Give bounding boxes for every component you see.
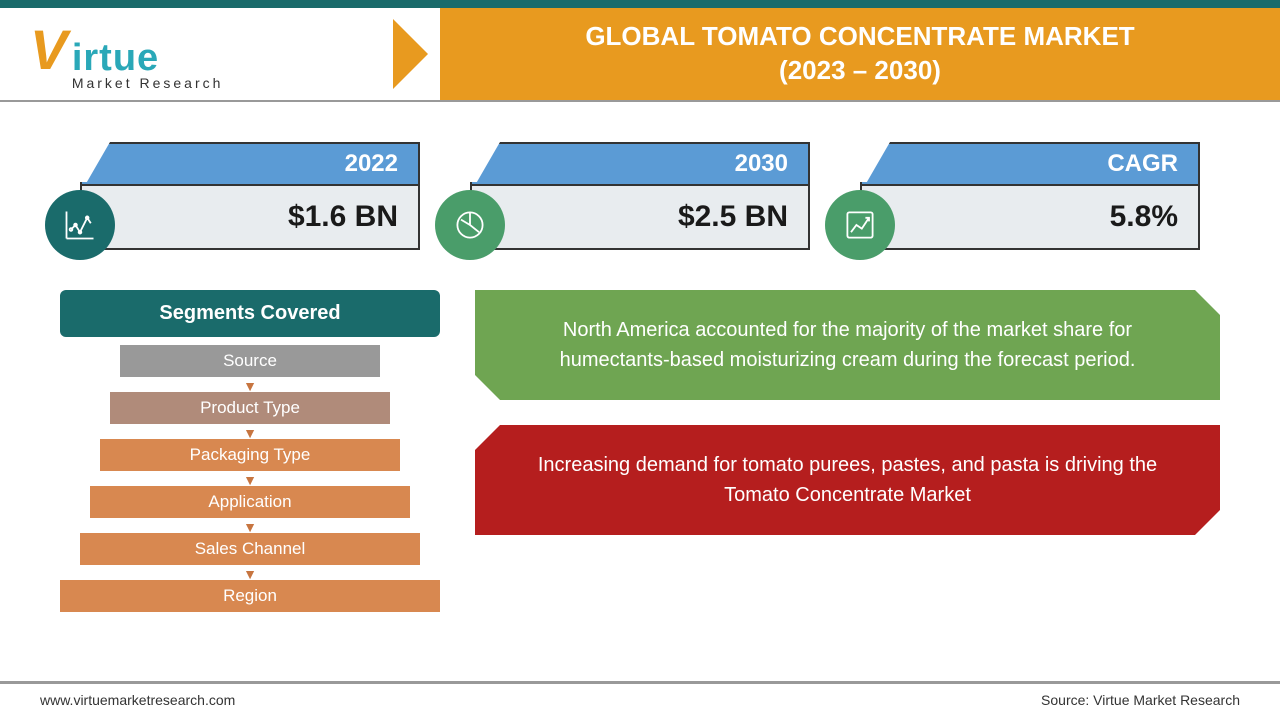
corner-decoration bbox=[1195, 510, 1220, 535]
logo-brand: irtue bbox=[72, 37, 224, 80]
stat-label: 2030 bbox=[470, 142, 810, 186]
footer-row: www.virtuemarketresearch.com Source: Vir… bbox=[0, 684, 1280, 720]
corner-decoration bbox=[475, 425, 500, 450]
logo: V irtue Market Research bbox=[30, 17, 223, 92]
stat-card-2030: 2030 $2.5 BN bbox=[470, 142, 810, 250]
footer-source: Source: Virtue Market Research bbox=[1041, 692, 1240, 708]
segments-header: Segments Covered bbox=[60, 290, 440, 337]
logo-subtitle: Market Research bbox=[72, 75, 224, 91]
segment-sales-channel: Sales Channel bbox=[80, 533, 420, 565]
logo-area: V irtue Market Research bbox=[0, 8, 380, 100]
insight-green-box: North America accounted for the majority… bbox=[475, 290, 1220, 400]
header-row: V irtue Market Research GLOBAL TOMATO CO… bbox=[0, 8, 1280, 100]
segment-product-type: Product Type bbox=[110, 392, 390, 424]
stat-card-2022: 2022 $1.6 BN bbox=[80, 142, 420, 250]
segment-packaging-type: Packaging Type bbox=[100, 439, 400, 471]
segment-region: Region bbox=[60, 580, 440, 612]
insight-red-text: Increasing demand for tomato purees, pas… bbox=[538, 454, 1157, 506]
insights-column: North America accounted for the majority… bbox=[475, 290, 1220, 615]
top-border bbox=[0, 0, 1280, 8]
chart-line-icon bbox=[45, 190, 115, 260]
pie-chart-icon bbox=[435, 190, 505, 260]
corner-decoration bbox=[1195, 290, 1220, 315]
title-bar: GLOBAL TOMATO CONCENTRATE MARKET (2023 –… bbox=[440, 8, 1280, 100]
stat-value: 5.8% bbox=[860, 186, 1200, 250]
stats-row: 2022 $1.6 BN 2030 $2.5 BN CAGR 5.8% bbox=[0, 102, 1280, 270]
stat-label: 2022 bbox=[80, 142, 420, 186]
stat-value: $2.5 BN bbox=[470, 186, 810, 250]
logo-text-wrap: irtue Market Research bbox=[72, 37, 224, 91]
content-row: Segments Covered Source ▼ Product Type ▼… bbox=[0, 270, 1280, 645]
footer-url: www.virtuemarketresearch.com bbox=[40, 692, 235, 708]
logo-v: V bbox=[30, 17, 67, 82]
segment-source: Source bbox=[120, 345, 380, 377]
segments-column: Segments Covered Source ▼ Product Type ▼… bbox=[60, 290, 440, 615]
insight-green-text: North America accounted for the majority… bbox=[560, 319, 1136, 371]
title-line2: (2023 – 2030) bbox=[585, 54, 1134, 88]
arrow-icon bbox=[393, 19, 428, 89]
stat-value: $1.6 BN bbox=[80, 186, 420, 250]
header-arrow bbox=[380, 8, 440, 100]
insight-red-box: Increasing demand for tomato purees, pas… bbox=[475, 425, 1220, 535]
footer: www.virtuemarketresearch.com Source: Vir… bbox=[0, 681, 1280, 720]
segment-application: Application bbox=[90, 486, 410, 518]
corner-decoration bbox=[475, 375, 500, 400]
stat-card-cagr: CAGR 5.8% bbox=[860, 142, 1200, 250]
stat-label: CAGR bbox=[860, 142, 1200, 186]
growth-chart-icon bbox=[825, 190, 895, 260]
title-line1: GLOBAL TOMATO CONCENTRATE MARKET bbox=[585, 20, 1134, 54]
